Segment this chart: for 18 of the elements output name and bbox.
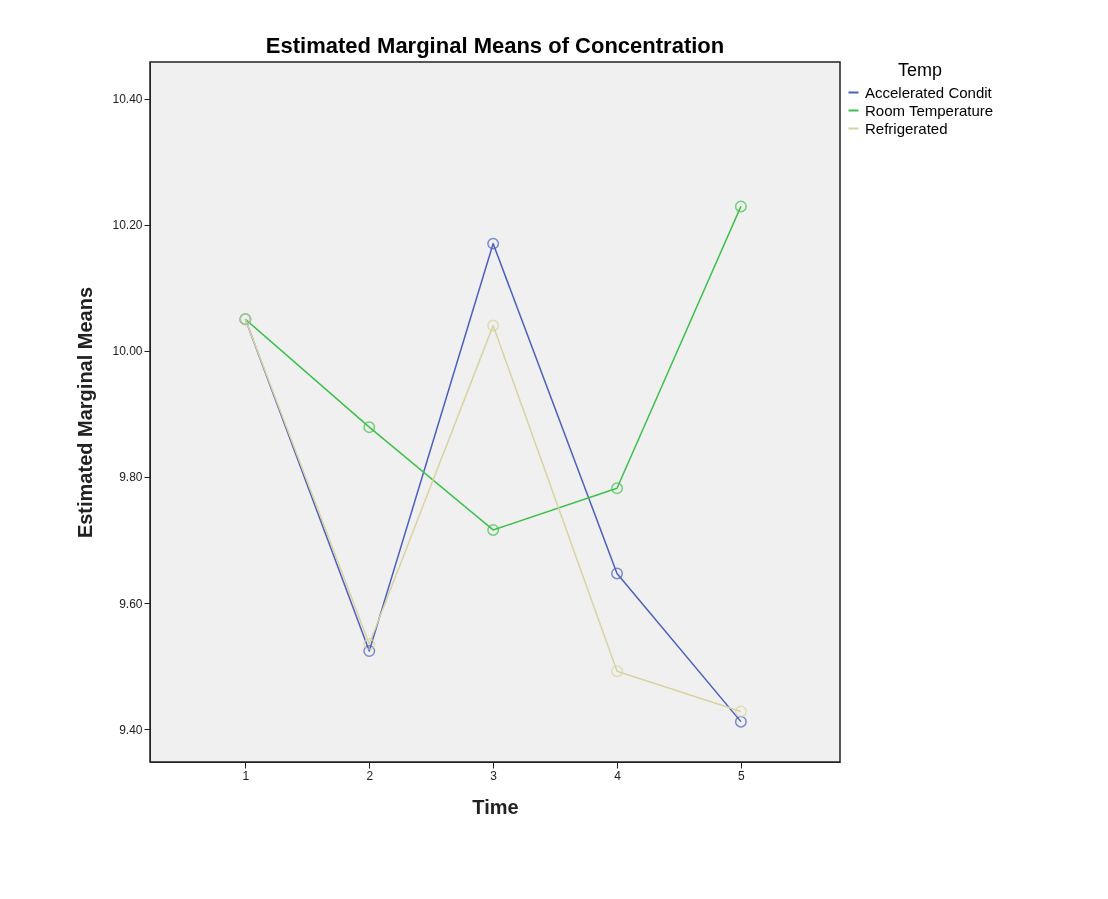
x-axis-title: Time xyxy=(472,795,519,818)
x-tick-label: 3 xyxy=(490,768,498,783)
y-tick-label: 9.40 xyxy=(119,722,143,737)
x-tick-label: 5 xyxy=(738,768,746,783)
y-tick-label: 10.00 xyxy=(112,344,143,359)
x-tick-label: 1 xyxy=(242,768,250,783)
x-tick-label: 2 xyxy=(366,768,374,783)
y-tick-label: 10.40 xyxy=(112,92,143,107)
y-tick-label: 10.20 xyxy=(112,218,143,233)
legend-label: Room Temperature xyxy=(865,101,994,119)
y-tick-label: 9.80 xyxy=(119,470,143,485)
y-axis-title: Estimated Marginal Means xyxy=(74,286,97,539)
legend-label: Refrigerated xyxy=(865,119,948,137)
legend-label: Accelerated Condit xyxy=(865,83,993,101)
x-tick-label: 4 xyxy=(614,768,622,783)
chart-title: Estimated Marginal Means of Concentration xyxy=(265,33,725,58)
legend-title: Temp xyxy=(897,60,943,80)
y-tick-label: 9.60 xyxy=(119,596,143,611)
